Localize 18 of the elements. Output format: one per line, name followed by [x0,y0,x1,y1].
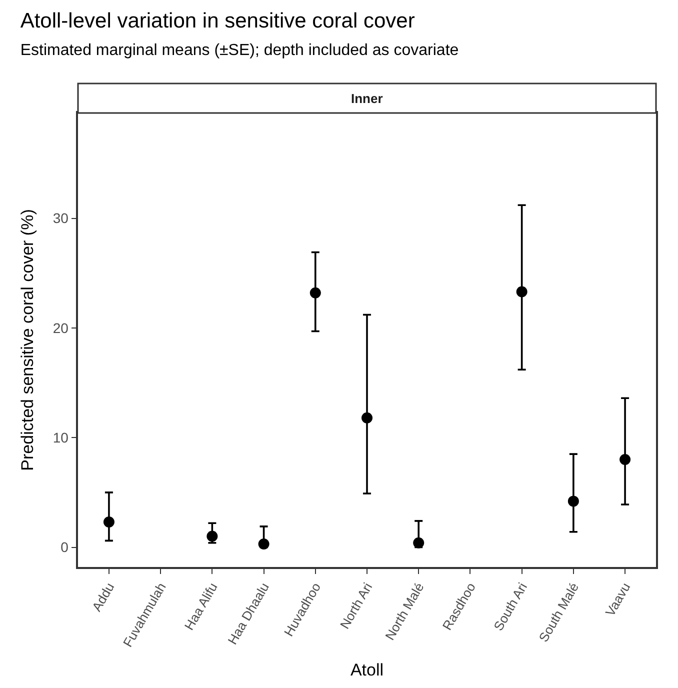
y-tick-label: 10 [52,430,69,446]
point [568,496,579,507]
point [413,537,424,548]
x-axis-title: Atoll [350,660,384,680]
point [516,286,528,298]
y-tick-label: 20 [52,320,69,336]
text: Inner [351,91,383,106]
chart-title: Atoll-level variation in sensitive coral cover [20,10,415,33]
point [310,287,321,298]
point [258,538,270,550]
point [620,454,631,466]
point [103,516,114,528]
y-tick-label: 30 [52,210,69,226]
chart-subtitle: Estimated marginal means (±SE); depth included as covariate [20,42,459,59]
y-axis-title: Predicted sensitive coral cover (%) [18,209,37,471]
point [206,530,218,542]
y-tick-label: 0 [60,539,69,556]
point [362,412,372,424]
